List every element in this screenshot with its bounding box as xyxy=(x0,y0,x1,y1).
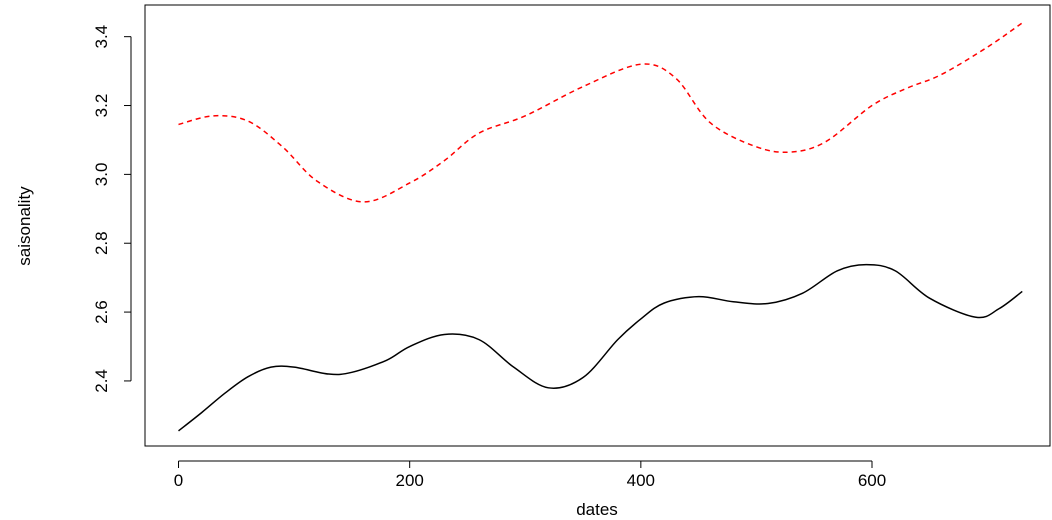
y-tick-label: 2.4 xyxy=(92,369,111,393)
x-tick-label: 200 xyxy=(395,471,423,490)
x-axis-title: dates xyxy=(576,500,618,519)
x-axis: 0 200 400 600 xyxy=(174,460,886,490)
y-tick-label: 3.4 xyxy=(92,25,111,49)
series-layer xyxy=(178,22,1023,432)
y-tick-label: 3.0 xyxy=(92,163,111,187)
y-tick-label: 2.6 xyxy=(92,300,111,324)
y-axis-title: saisonality xyxy=(15,186,34,266)
plot-frame xyxy=(144,4,1051,447)
series-line-solid xyxy=(178,263,1023,432)
series-line-dashed xyxy=(178,22,1023,203)
y-axis: 2.4 2.6 2.8 3.0 3.2 3.4 xyxy=(92,25,132,393)
x-tick-label: 0 xyxy=(174,471,183,490)
y-tick-label: 3.2 xyxy=(92,94,111,118)
y-tick-label: 2.8 xyxy=(92,231,111,255)
x-tick-label: 400 xyxy=(627,471,655,490)
x-tick-label: 600 xyxy=(858,471,886,490)
